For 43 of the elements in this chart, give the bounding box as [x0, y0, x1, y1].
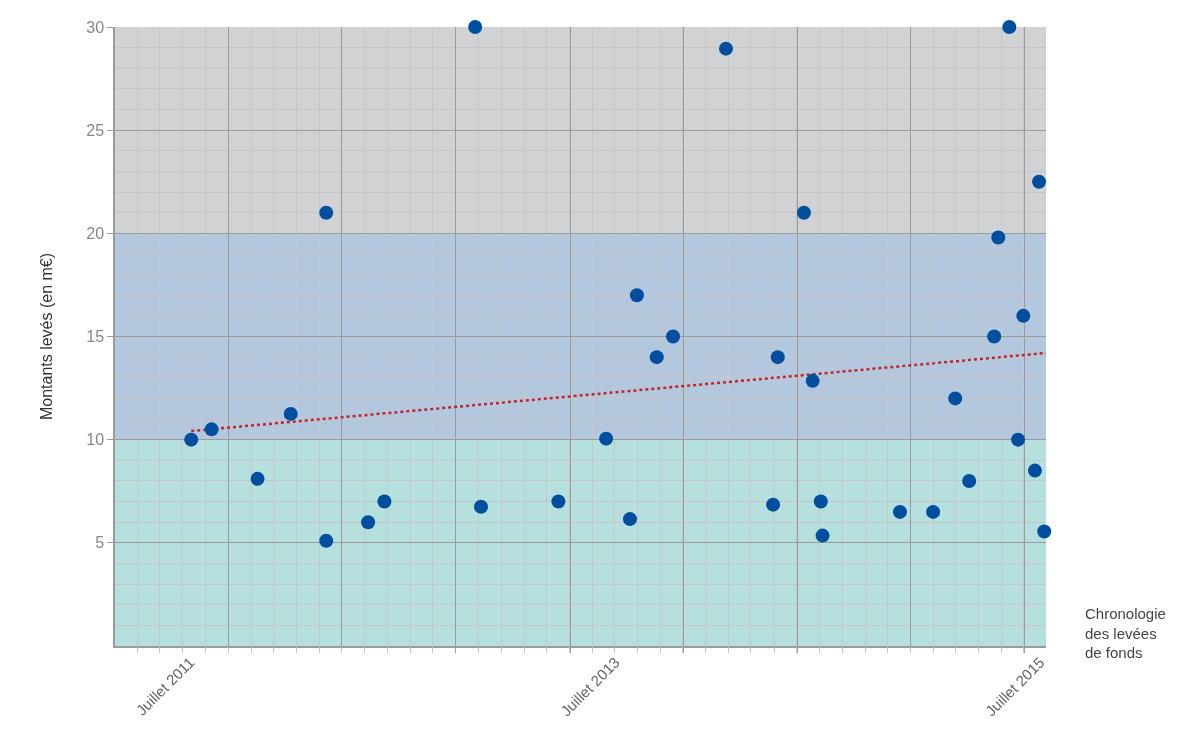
point: [468, 20, 483, 34]
point: [718, 41, 733, 56]
point: [599, 431, 614, 446]
point: [361, 515, 376, 530]
point: [766, 497, 781, 512]
point: [204, 422, 219, 437]
y-tick-label: 20: [86, 224, 105, 242]
point: [184, 432, 199, 447]
point: [805, 373, 820, 388]
point: [377, 494, 392, 509]
point: [1032, 174, 1047, 189]
point: [1016, 308, 1031, 323]
point: [666, 329, 681, 344]
point: [770, 350, 785, 365]
point: [629, 288, 644, 303]
point: [283, 406, 298, 421]
y-axis-title: Montants levés (en m€): [37, 252, 55, 421]
point: [319, 533, 334, 548]
y-tick-label: 30: [86, 18, 105, 36]
y-tick-label: 25: [86, 121, 105, 139]
point: [813, 494, 828, 509]
point: [962, 473, 977, 488]
point: [649, 350, 664, 365]
y-tick-label: 5: [95, 534, 105, 552]
point: [948, 391, 963, 406]
point: [892, 504, 907, 519]
point: [815, 528, 830, 543]
point: [250, 471, 265, 486]
point: [622, 512, 637, 527]
point: [987, 329, 1002, 344]
y-tick-label: 15: [86, 328, 105, 346]
point: [551, 494, 566, 509]
point: [926, 504, 941, 519]
y-tick-label: 10: [86, 431, 105, 449]
point: [1027, 463, 1042, 478]
point: [1011, 432, 1026, 447]
point: [319, 205, 334, 220]
point: [796, 205, 811, 220]
point: [991, 230, 1006, 245]
x-axis-title: Chronologie des levées de fonds: [1085, 605, 1166, 661]
point: [474, 499, 488, 514]
point: [1037, 524, 1052, 539]
point: [1002, 20, 1017, 34]
